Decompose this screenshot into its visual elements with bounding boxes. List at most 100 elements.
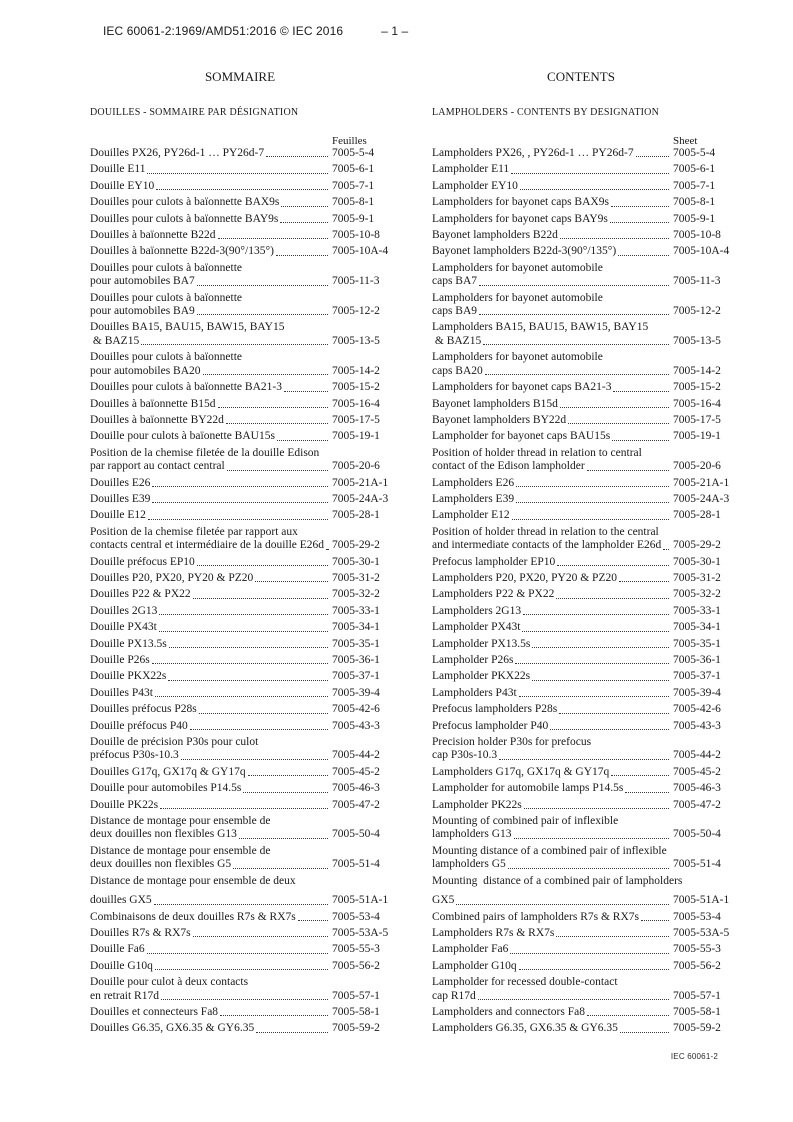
entry-text: contact of the Edison lampholder — [432, 460, 585, 473]
entry-text: Douilles pour culots à baïonnette — [90, 291, 243, 304]
entry-text: Douille PX43t — [90, 621, 157, 634]
sheet-number: 7005-16-4 — [673, 397, 721, 410]
toc-entry-en: Position of holder thread in relation to… — [432, 526, 730, 553]
entry-text: Douille pour culot à deux contacts — [90, 976, 249, 989]
entry-line: Douilles à baïonnette BY22d 7005-17-5 — [90, 414, 390, 427]
sheet-number: 7005-35-1 — [673, 637, 721, 650]
toc-row: Douilles 2G13 7005-33-1 Lampholders 2G13 70… — [90, 605, 730, 621]
dot-leader — [226, 469, 328, 471]
toc-entry-en: Lampholders G17q, GX17q & GY17q 7005-45-2 — [432, 766, 730, 779]
french-section-heading: DOUILLES - SOMMAIRE PAR DÉSIGNATION — [90, 107, 299, 118]
toc-entry-fr: Douille E11 7005-6-1 — [90, 163, 390, 176]
column-gap — [390, 292, 432, 322]
dot-leader — [625, 791, 669, 793]
toc-entry-en: Lampholders for bayonet automobile caps B… — [432, 262, 730, 289]
toc-entry-fr: Combinaisons de deux douilles R7s & RX7s… — [90, 911, 390, 924]
contents-list: Douilles PX26, PY26d-1 … PY26d-7 7005-5-4… — [90, 147, 730, 1039]
column-gap — [390, 196, 432, 212]
entry-text: en retrait R17d — [90, 989, 159, 1002]
entry-line: Lampholders E39 7005-24A-3 — [432, 493, 730, 506]
entry-text: Lampholders P43t — [432, 686, 517, 699]
entry-line: Douilles E26 7005-21A-1 — [90, 477, 390, 490]
toc-row: Douille préfocus P40 7005-43-3 Prefocus la… — [90, 720, 730, 736]
entry-text: Douilles P43t — [90, 686, 153, 699]
toc-entry-en: Lampholders for bayonet caps BAY9s 7005-9… — [432, 213, 730, 226]
entry-text: Bayonet lampholders B22d-3(90°/135°) — [432, 245, 617, 258]
entry-text: lampholders G13 — [432, 828, 512, 841]
toc-entry-fr: Douille préfocus EP10 7005-30-1 — [90, 556, 390, 569]
dot-leader — [523, 808, 669, 810]
entry-text: Douilles pour culots à baïonnette — [90, 261, 243, 274]
dot-leader — [523, 614, 669, 616]
dot-leader — [511, 172, 669, 174]
entry-line: Douille P26s 7005-36-1 — [90, 654, 390, 667]
toc-entry-en: Lampholder Fa6 7005-55-3 — [432, 943, 730, 956]
sheet-number: 7005-30-1 — [332, 555, 380, 568]
page-header: IEC 60061-2:1969/AMD51:2016 © IEC 2016 –… — [103, 24, 408, 38]
toc-entry-fr: Douilles à baïonnette BY22d 7005-17-5 — [90, 414, 390, 427]
dot-leader — [479, 314, 669, 316]
entry-text: Bayonet lampholders B15d — [432, 397, 558, 410]
entry-line: Lampholder E12 7005-28-1 — [432, 509, 730, 522]
column-gap — [390, 766, 432, 782]
entry-line: Lampholder PX43t 7005-34-1 — [432, 621, 730, 634]
column-gap — [390, 588, 432, 604]
toc-row: Douilles G17q, GX17q & GY17q 7005-45-2 Lam… — [90, 766, 730, 782]
entry-text: douilles GX5 — [90, 894, 152, 907]
entry-text: Lampholder PKX22s — [432, 670, 531, 683]
sheet-number: 7005-34-1 — [673, 621, 721, 634]
dot-leader — [168, 647, 328, 648]
entry-text: Douille pour culots à baïonette BAU15s — [90, 430, 275, 443]
dot-leader — [559, 712, 669, 714]
column-gap — [390, 687, 432, 703]
column-gap — [390, 447, 432, 477]
toc-entry-en: Mounting of combined pair of inflexible l… — [432, 815, 730, 842]
entry-line: Combinaisons de deux douilles R7s & RX7s… — [90, 911, 390, 924]
toc-entry-fr: Douilles R7s & RX7s 7005-53A-5 — [90, 927, 390, 940]
sheet-number: 7005-45-2 — [673, 765, 721, 778]
dot-leader — [196, 564, 328, 566]
entry-line: Mounting of combined pair of inflexible — [432, 815, 730, 828]
dot-leader — [518, 969, 669, 971]
entry-text: Lampholders P20, PX20, PY20 & PZ20 — [432, 571, 617, 584]
entry-line: Precision holder P30s for prefocus — [432, 736, 730, 749]
entry-text: Douilles à baïonnette BY22d — [90, 413, 224, 426]
toc-row: Douilles pour culots à baïonnette pour au… — [90, 351, 730, 381]
sheet-number: 7005-47-2 — [332, 798, 380, 811]
page-number: – 1 – — [381, 24, 409, 38]
sheet-number: 7005-55-3 — [673, 943, 721, 956]
entry-text: par rapport au contact central — [90, 460, 225, 473]
dot-leader — [141, 344, 328, 346]
toc-row: Douille PKX22s 7005-37-1 Lampholder PKX22s… — [90, 670, 730, 686]
entry-line: douilles GX5 7005-51A-1 — [90, 894, 390, 907]
entry-text: Douilles P20, PX20, PY20 & PZ20 — [90, 571, 254, 584]
entry-line: Lampholders E26 7005-21A-1 — [432, 477, 730, 490]
toc-entry-en: Lampholders E39 7005-24A-3 — [432, 493, 730, 506]
entry-line: and intermediate contacts of the lamphol… — [432, 539, 730, 552]
dot-leader — [532, 647, 669, 648]
entry-text: Lampholder for recessed double-contact — [432, 976, 618, 989]
entry-text: Lampholders E39 — [432, 492, 515, 505]
column-gap — [390, 605, 432, 621]
entry-line: contact of the Edison lampholder 7005-20-… — [432, 460, 730, 473]
dot-leader — [532, 679, 669, 681]
toc-row: Douille E11 7005-6-1 Lampholder E11 7005-6-… — [90, 163, 730, 179]
entry-text: Mounting distance of a combined pair of … — [432, 874, 683, 887]
toc-entry-fr: Douilles à baïonnette B15d 7005-16-4 — [90, 398, 390, 411]
column-gap — [390, 526, 432, 556]
dot-leader — [198, 712, 328, 714]
toc-row: Distance de montage pour ensemble de deux… — [90, 815, 730, 845]
entry-line: Douilles G17q, GX17q & GY17q 7005-45-2 — [90, 766, 390, 779]
entry-line: Douille E11 7005-6-1 — [90, 163, 390, 176]
sheet-number: 7005-29-2 — [673, 539, 721, 552]
dot-leader — [559, 406, 669, 408]
dot-leader — [507, 867, 669, 869]
entry-line: Mounting distance of a combined pair of … — [432, 845, 730, 858]
entry-line: Lampholder E11 7005-6-1 — [432, 163, 730, 176]
entry-line: Prefocus lampholder EP10 7005-30-1 — [432, 556, 730, 569]
entry-line: Douille E12 7005-28-1 — [90, 509, 390, 522]
sheet-number: 7005-36-1 — [673, 654, 721, 666]
entry-text: Position de la chemise filetée par rappo… — [90, 525, 298, 538]
entry-text: pour automobiles BA7 — [90, 275, 195, 288]
sheet-number: 7005-43-3 — [332, 719, 380, 732]
